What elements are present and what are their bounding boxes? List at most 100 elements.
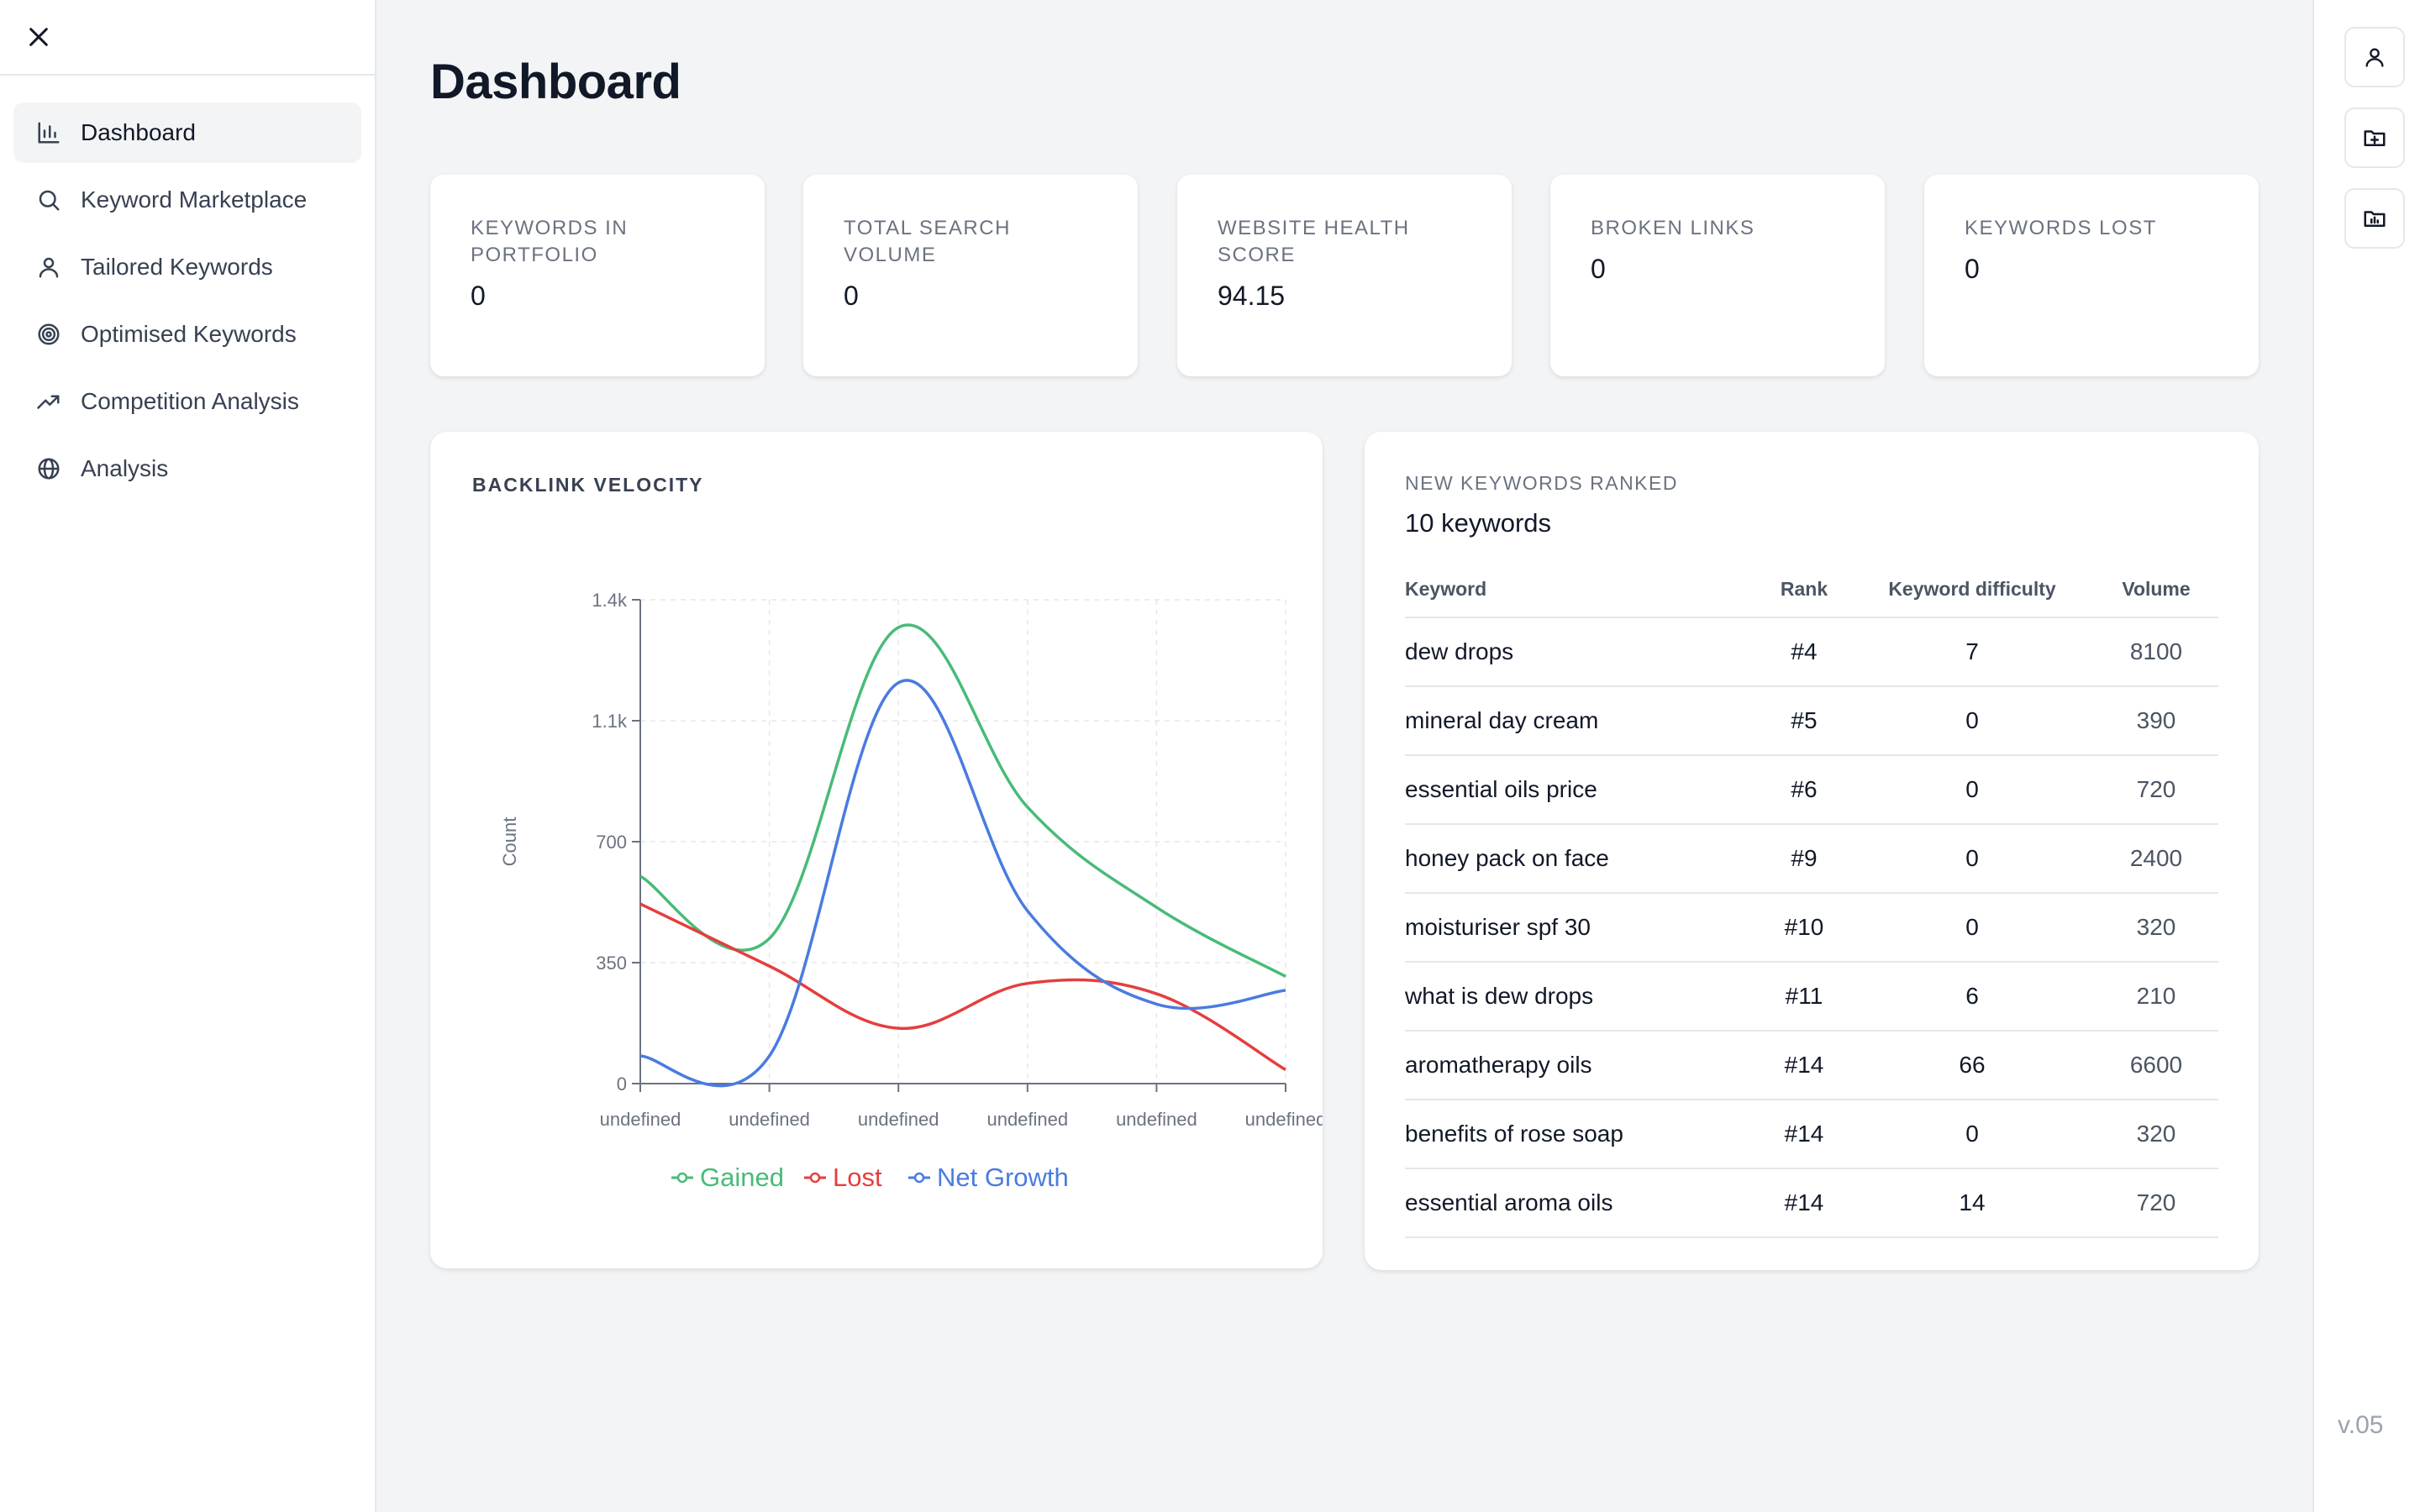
user-icon [2365, 48, 2384, 67]
keyword-cell: moisturiser spf 30 [1405, 893, 1758, 963]
sidebar-item-keyword-marketplace[interactable]: Keyword Marketplace [13, 170, 361, 230]
keyword-cell: dew drops [1405, 617, 1758, 687]
rank-cell: #10 [1758, 893, 1850, 963]
x-tick-label: undefined [986, 1109, 1068, 1130]
column-header-rank: Rank [1758, 562, 1850, 618]
stat-value: 0 [1965, 254, 1980, 284]
volume-cell: 320 [2094, 1100, 2218, 1169]
stat-label: BROKEN LINKS [1591, 217, 1755, 239]
volume-cell: 8100 [2094, 617, 2218, 687]
y-tick-label: 0 [617, 1074, 627, 1095]
sidebar-item-label: Tailored Keywords [81, 254, 273, 280]
difficulty-cell: 0 [1850, 824, 2094, 894]
backlink-velocity-chart: 0 350 700 1.1k 1.4k undefined undefined undefin… [499, 590, 1323, 1192]
sidebar: Dashboard Keyword Marketplace Tailored K… [0, 0, 376, 1512]
y-axis-label: Count [499, 817, 520, 867]
rank-cell: #5 [1758, 686, 1850, 756]
sidebar-item-dashboard[interactable]: Dashboard [13, 102, 361, 163]
keyword-cell: essential aroma oils [1405, 1168, 1758, 1238]
table-row: essential aroma oils #14 14 720 [1405, 1168, 2218, 1238]
sidebar-item-label: Optimised Keywords [81, 321, 297, 347]
volume-cell: 6600 [2094, 1031, 2218, 1100]
keyword-cell: essential oils price [1405, 755, 1758, 825]
table-row: aromatherapy oils #14 66 6600 [1405, 1031, 2218, 1100]
keywords-table: Keyword Rank Keyword difficulty Volume d… [1405, 562, 2218, 1238]
trending-up-icon [34, 386, 64, 417]
rank-cell: #14 [1758, 1031, 1850, 1100]
folder-plus-icon [2364, 130, 2386, 146]
x-tick-label: undefined [1116, 1109, 1197, 1130]
target-icon [34, 319, 64, 349]
series-line-gained [639, 623, 1286, 978]
search-icon [34, 185, 64, 215]
keyword-cell: benefits of rose soap [1405, 1100, 1758, 1169]
right-rail: v.05 [2312, 0, 2420, 1512]
stat-value: 94.15 [1218, 281, 1286, 311]
column-header-volume: Volume [2094, 562, 2218, 618]
stat-card-total-search-volume: TOTAL SEARCH VOLUME 0 [803, 175, 1138, 376]
close-icon [29, 28, 48, 46]
table-row: honey pack on face #9 0 2400 [1405, 824, 2218, 894]
chart-title: BACKLINK VELOCITY [472, 474, 704, 496]
rank-cell: #14 [1758, 1168, 1850, 1238]
table-row: dew drops #4 7 8100 [1405, 617, 2218, 687]
column-header-keyword: Keyword [1405, 562, 1758, 618]
keywords-count: 10 keywords [1405, 508, 1552, 538]
rank-cell: #14 [1758, 1100, 1850, 1169]
series-line-net-growth [639, 679, 1286, 1088]
sidebar-item-analysis[interactable]: Analysis [13, 438, 361, 499]
sidebar-item-label: Dashboard [81, 119, 196, 145]
volume-cell: 720 [2094, 1168, 2218, 1238]
sidebar-item-label: Analysis [81, 455, 169, 481]
legend-marker-dot-gained [676, 1172, 688, 1184]
stat-value: 0 [844, 281, 859, 311]
x-tick-label: undefined [600, 1109, 681, 1130]
table-row: mineral day cream #5 0 390 [1405, 686, 2218, 756]
sidebar-nav: Dashboard Keyword Marketplace Tailored K… [0, 76, 375, 499]
stat-value: 0 [471, 281, 486, 311]
difficulty-cell: 66 [1850, 1031, 2094, 1100]
close-sidebar-button[interactable] [22, 20, 55, 54]
user-icon [34, 252, 64, 282]
table-row: benefits of rose soap #14 0 320 [1405, 1100, 2218, 1169]
reports-folder-button[interactable] [2344, 188, 2405, 249]
volume-cell: 720 [2094, 755, 2218, 825]
main-content: Dashboard KEYWORDS IN PORTFOLIO 0 TOTAL … [378, 0, 2312, 1512]
table-row: what is dew drops #11 6 210 [1405, 962, 2218, 1032]
sidebar-item-label: Keyword Marketplace [81, 186, 308, 213]
difficulty-cell: 6 [1850, 962, 2094, 1032]
table-row: essential oils price #6 0 720 [1405, 755, 2218, 825]
x-tick-label: undefined [729, 1109, 810, 1130]
y-tick-label: 1.4k [592, 590, 628, 611]
keyword-cell: honey pack on face [1405, 824, 1758, 894]
volume-cell: 320 [2094, 893, 2218, 963]
backlink-velocity-card: BACKLINK VELOCITY 0 350 700 1.1k 1.4k undefin… [430, 432, 1323, 1268]
bar-chart-icon [34, 118, 64, 148]
volume-cell: 210 [2094, 962, 2218, 1032]
stats-row: KEYWORDS IN PORTFOLIO 0 TOTAL SEARCH VOL… [430, 175, 2259, 376]
stat-value: 0 [1591, 254, 1606, 284]
rank-cell: #11 [1758, 962, 1850, 1032]
legend-label-gained: Gained [700, 1163, 784, 1192]
profile-button[interactable] [2344, 27, 2405, 87]
y-tick-label: 700 [596, 832, 627, 853]
volume-cell: 390 [2094, 686, 2218, 756]
series-line-lost [639, 902, 1286, 1072]
column-header-difficulty: Keyword difficulty [1850, 562, 2094, 618]
difficulty-cell: 0 [1850, 893, 2094, 963]
new-folder-button[interactable] [2344, 108, 2405, 168]
x-tick-label: undefined [1245, 1109, 1323, 1130]
keyword-cell: what is dew drops [1405, 962, 1758, 1032]
sidebar-item-tailored-keywords[interactable]: Tailored Keywords [13, 237, 361, 297]
stat-label: KEYWORDS LOST [1965, 217, 2157, 239]
sidebar-item-optimised-keywords[interactable]: Optimised Keywords [13, 304, 361, 365]
version-label: v.05 [2338, 1411, 2384, 1439]
sidebar-item-competition-analysis[interactable]: Competition Analysis [13, 371, 361, 432]
volume-cell: 2400 [2094, 824, 2218, 894]
difficulty-cell: 14 [1850, 1168, 2094, 1238]
y-tick-label: 1.1k [592, 711, 628, 732]
folder-chart-icon [2364, 211, 2386, 227]
sidebar-header [0, 0, 375, 76]
globe-icon [34, 454, 64, 484]
difficulty-cell: 0 [1850, 1100, 2094, 1169]
